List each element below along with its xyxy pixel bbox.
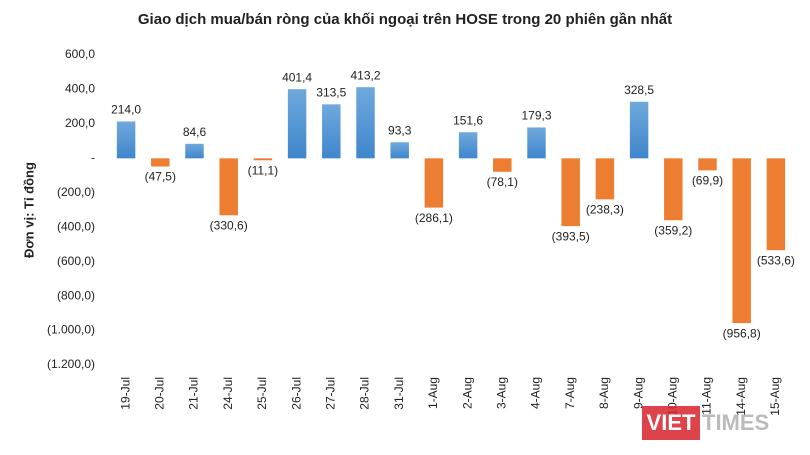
x-tick-label: 28-Jul xyxy=(358,377,372,410)
x-tick-label: 8-Aug xyxy=(597,377,611,409)
y-tick-label: (1.000,0) xyxy=(47,323,95,337)
data-label: (956,8) xyxy=(723,326,761,340)
data-label: (69,9) xyxy=(692,174,723,188)
data-label: (286,1) xyxy=(415,211,453,225)
watermark-text: TIMES xyxy=(702,410,769,435)
data-label: 214,0 xyxy=(111,103,141,117)
data-label: (393,5) xyxy=(552,229,590,243)
bar xyxy=(356,87,375,159)
x-tick-label: 3-Aug xyxy=(494,377,508,409)
watermark-box xyxy=(642,406,700,440)
bar xyxy=(253,158,273,161)
x-tick-label: 20-Jul xyxy=(152,377,166,410)
bar xyxy=(151,158,170,167)
bar xyxy=(561,158,580,227)
bar xyxy=(322,104,341,159)
data-label: 93,3 xyxy=(388,123,412,137)
bar xyxy=(698,158,717,171)
data-label: (359,2) xyxy=(654,223,692,237)
y-tick-label: - xyxy=(91,151,95,165)
x-tick-label: 4-Aug xyxy=(529,377,543,409)
y-axis-label: Đơn vị: Tỉ đồng xyxy=(21,162,36,258)
data-label: (330,6) xyxy=(210,218,248,232)
bar xyxy=(116,121,136,159)
watermark-text: VIET xyxy=(647,410,696,435)
y-tick-label: 400,0 xyxy=(65,82,95,96)
y-tick-label: (200,0) xyxy=(57,185,95,199)
bar xyxy=(287,89,307,159)
x-tick-label: 9-Aug xyxy=(631,377,645,409)
bar xyxy=(664,158,683,221)
watermark: VIET TIMES xyxy=(642,406,769,440)
y-tick-label: (400,0) xyxy=(57,219,95,233)
data-label: (533,6) xyxy=(757,253,795,267)
y-tick-label: (800,0) xyxy=(57,288,95,302)
bar xyxy=(390,142,409,159)
y-tick-label: 600,0 xyxy=(65,47,95,61)
x-tick-label: 7-Aug xyxy=(563,377,577,409)
x-tick-label: 24-Jul xyxy=(221,377,235,410)
y-tick-label: (600,0) xyxy=(57,254,95,268)
data-label: (11,1) xyxy=(248,163,278,177)
bar xyxy=(458,132,478,159)
x-tick-label: 11-Aug xyxy=(700,377,714,415)
bar xyxy=(219,158,238,216)
x-tick-label: 15-Aug xyxy=(768,377,782,416)
data-label: 413,2 xyxy=(350,68,380,82)
y-tick-label: (1.200,0) xyxy=(47,357,95,371)
data-label: 313,5 xyxy=(316,86,346,100)
data-label: 151,6 xyxy=(453,113,483,127)
x-tick-label: 1-Aug xyxy=(426,377,440,409)
x-tick-label: 27-Jul xyxy=(323,377,337,410)
bar xyxy=(732,158,751,324)
bar xyxy=(424,158,444,208)
bar xyxy=(629,101,649,159)
x-tick-label: 26-Jul xyxy=(289,377,303,410)
data-label: 328,5 xyxy=(624,83,654,97)
bar xyxy=(766,158,786,251)
data-label: 179,3 xyxy=(521,109,551,123)
x-tick-label: 2-Aug xyxy=(460,377,474,409)
x-tick-label: 31-Jul xyxy=(392,377,406,410)
data-label: 401,4 xyxy=(282,70,312,84)
chart-title: Giao dịch mua/bán ròng của khối ngoại tr… xyxy=(138,11,672,28)
x-tick-label: 21-Jul xyxy=(187,377,201,410)
bar xyxy=(595,158,615,200)
x-tick-label: 14-Aug xyxy=(734,377,748,416)
x-tick-label: 25-Jul xyxy=(255,377,269,410)
bar xyxy=(185,143,204,159)
data-label: (238,3) xyxy=(586,203,624,217)
bar xyxy=(493,158,512,172)
data-label: (78,1) xyxy=(487,175,518,189)
data-label: 84,6 xyxy=(183,125,207,139)
x-tick-label: 19-Jul xyxy=(118,377,132,410)
data-label: (47,5) xyxy=(145,170,176,184)
bar xyxy=(527,127,546,159)
y-tick-label: 200,0 xyxy=(65,116,95,130)
